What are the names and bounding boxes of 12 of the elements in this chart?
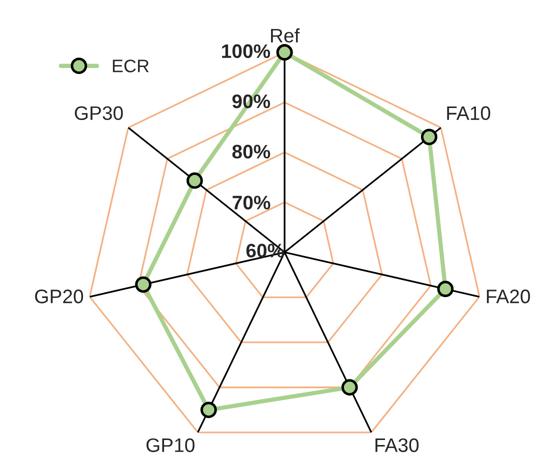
spoke-label: FA10 <box>447 106 490 120</box>
spoke-label: FA30 <box>376 438 419 452</box>
y-tick-label: 80% <box>232 144 270 159</box>
spoke-label: FA20 <box>486 290 530 304</box>
spoke-label: GP30 <box>74 106 123 120</box>
y-tick-label: 90% <box>232 94 270 108</box>
spoke-label: Ref <box>271 28 300 43</box>
y-tick-label: 70% <box>232 196 270 210</box>
y-tick-label: 100% <box>222 44 270 58</box>
spoke-label: GP10 <box>146 438 194 452</box>
spoke-label: GP20 <box>35 290 84 304</box>
legend-label: ECR <box>112 60 149 72</box>
